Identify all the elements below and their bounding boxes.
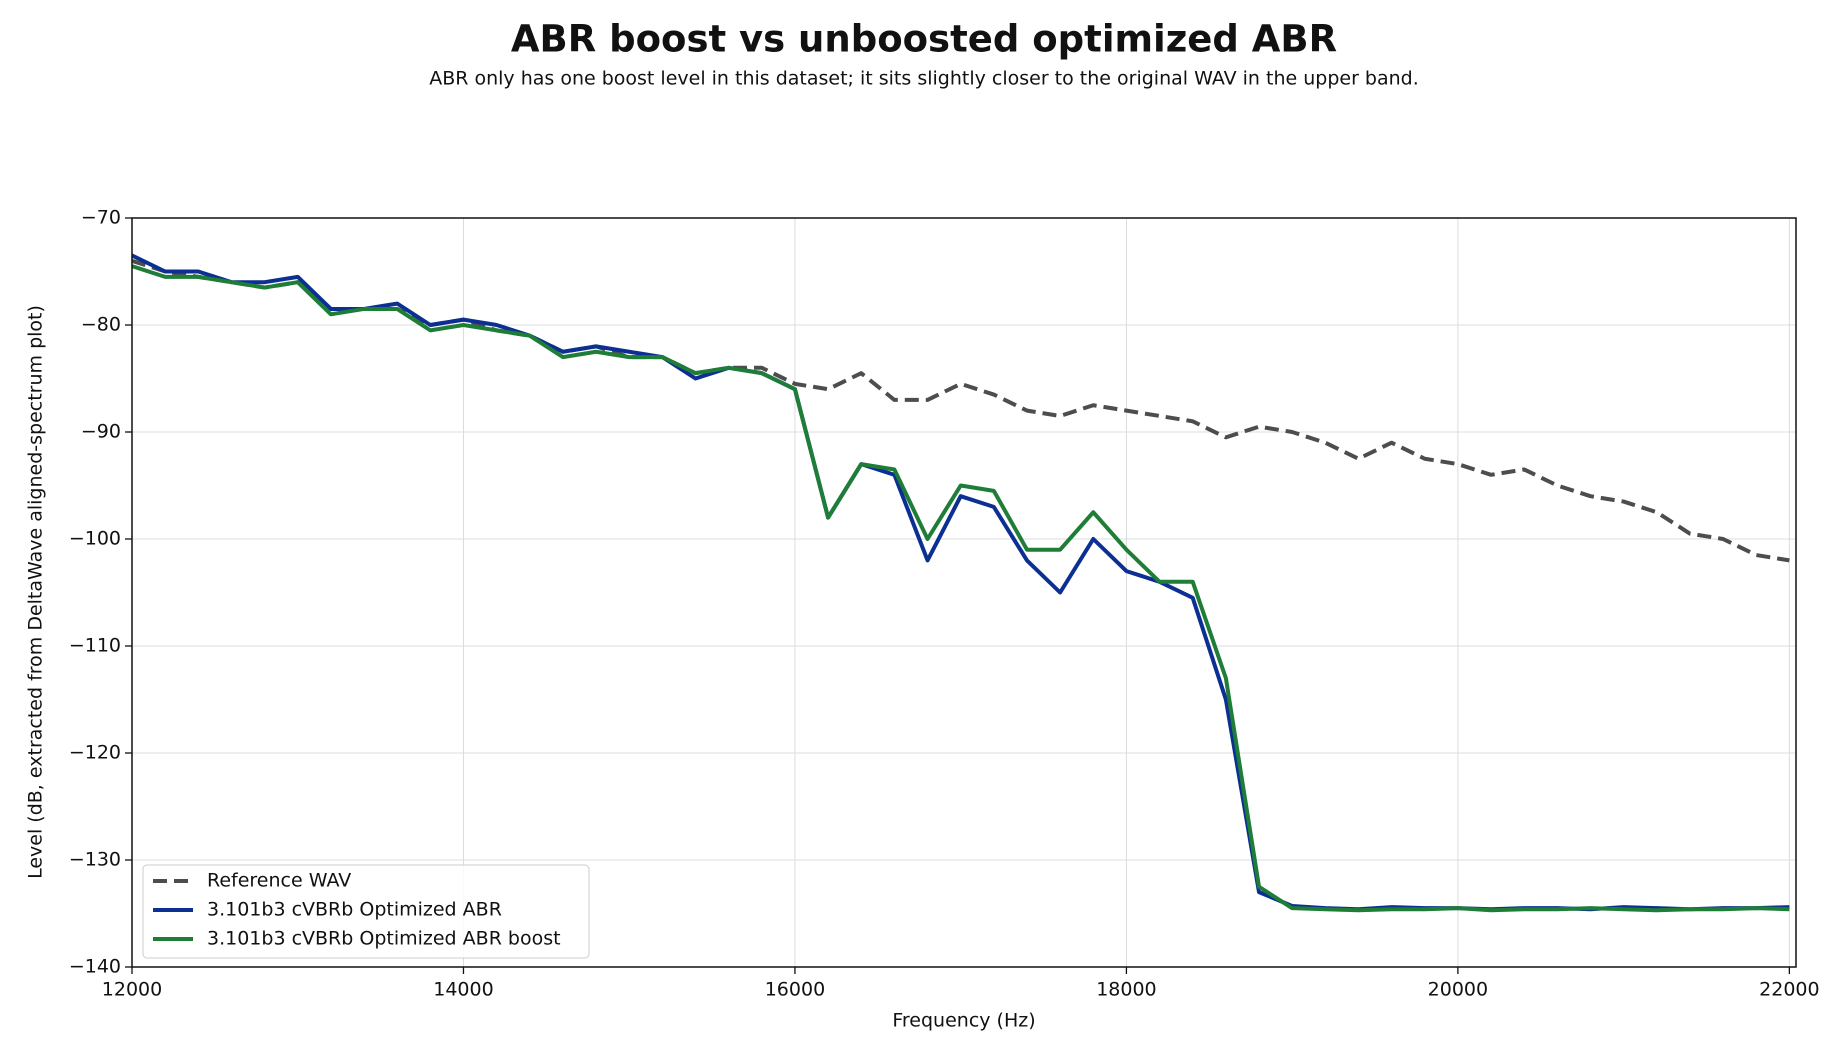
legend-label: 3.101b3 cVBRb Optimized ABR boost	[207, 928, 561, 950]
y-tick-label: −110	[69, 635, 121, 657]
y-tick-label: −140	[69, 956, 121, 978]
y-tick-label: −120	[69, 742, 121, 764]
y-tick-label: −90	[81, 421, 121, 443]
legend-label: Reference WAV	[207, 870, 351, 892]
x-tick-label: 12000	[102, 979, 162, 1001]
data-line	[131, 258, 1790, 563]
legend-box	[142, 864, 590, 959]
plot-frame	[131, 217, 1797, 968]
x-tick-label: 14000	[433, 979, 493, 1001]
y-tick-label: −70	[81, 207, 121, 229]
y-tick-label: −80	[81, 314, 121, 336]
chart-title: ABR boost vs unboosted optimized ABR	[511, 18, 1337, 61]
data-line	[131, 264, 1790, 913]
legend: Reference WAV 3.101b3 cVBRb Optimized ABR…	[142, 864, 590, 959]
y-tick-label: −130	[69, 849, 121, 871]
y-tick-label: −100	[69, 528, 121, 550]
legend-label: 3.101b3 cVBRb Optimized ABR	[207, 899, 502, 921]
x-tick-label: 22000	[1759, 979, 1819, 1001]
x-tick-label: 18000	[1096, 979, 1156, 1001]
y-axis-label: Level (dB, extracted from DeltaWave alig…	[25, 305, 47, 879]
x-tick-label: 16000	[765, 979, 825, 1001]
chart-subtitle: ABR only has one boost level in this dat…	[429, 68, 1419, 90]
x-tick-label: 20000	[1428, 979, 1488, 1001]
data-line	[131, 253, 1790, 912]
x-axis-label: Frequency (Hz)	[892, 1010, 1035, 1032]
